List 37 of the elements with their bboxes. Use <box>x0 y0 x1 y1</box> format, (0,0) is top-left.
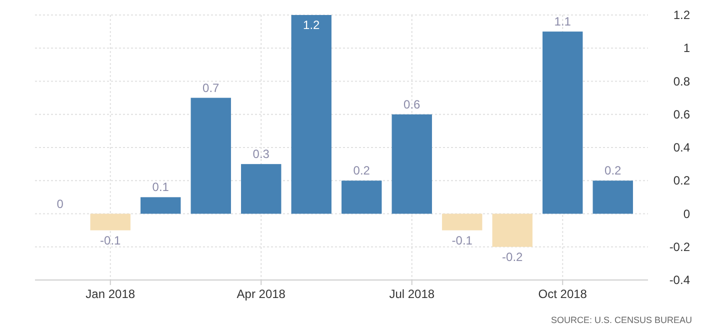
bar <box>90 214 130 230</box>
y-tick-label: 0.2 <box>673 174 690 188</box>
bar <box>592 180 633 214</box>
x-tick-label: Apr 2018 <box>236 287 286 301</box>
bar <box>442 214 482 230</box>
y-tick-label: 0.8 <box>673 74 690 88</box>
y-tick-label: -0.2 <box>669 240 690 254</box>
data-label: 1.1 <box>554 14 572 29</box>
data-label: 0.2 <box>604 164 622 178</box>
data-label: 0.7 <box>202 80 220 95</box>
data-label: 0.2 <box>353 164 370 178</box>
bar <box>342 180 382 214</box>
y-tick-label: 0 <box>683 206 690 221</box>
data-label: 0.6 <box>404 97 421 112</box>
data-label: 0.3 <box>252 147 270 162</box>
data-label: -0.2 <box>502 250 524 264</box>
bar <box>190 98 231 214</box>
y-tick-label: 1.2 <box>673 8 690 22</box>
x-tick-label: Oct 2018 <box>538 287 588 301</box>
y-tick-label: 0.4 <box>673 140 690 154</box>
y-tick-label: -0.4 <box>669 273 690 287</box>
data-label: -0.1 <box>100 233 122 248</box>
source-note: SOURCE: U.S. CENSUS BUREAU <box>550 315 692 325</box>
bar <box>140 197 181 214</box>
x-tick-label: Jul 2018 <box>389 287 435 301</box>
data-label: 0 <box>56 196 64 211</box>
bar <box>291 15 332 214</box>
bar <box>392 114 432 214</box>
data-label: 0.1 <box>152 180 170 194</box>
x-tick-label: Jan 2018 <box>86 287 136 301</box>
y-tick-label: 1 <box>683 41 690 56</box>
y-tick-label: 0.6 <box>673 107 690 122</box>
data-label: -0.1 <box>452 233 473 248</box>
bar <box>542 32 583 214</box>
data-label: 1.2 <box>303 18 320 32</box>
bar <box>492 214 532 247</box>
bar <box>241 164 282 214</box>
